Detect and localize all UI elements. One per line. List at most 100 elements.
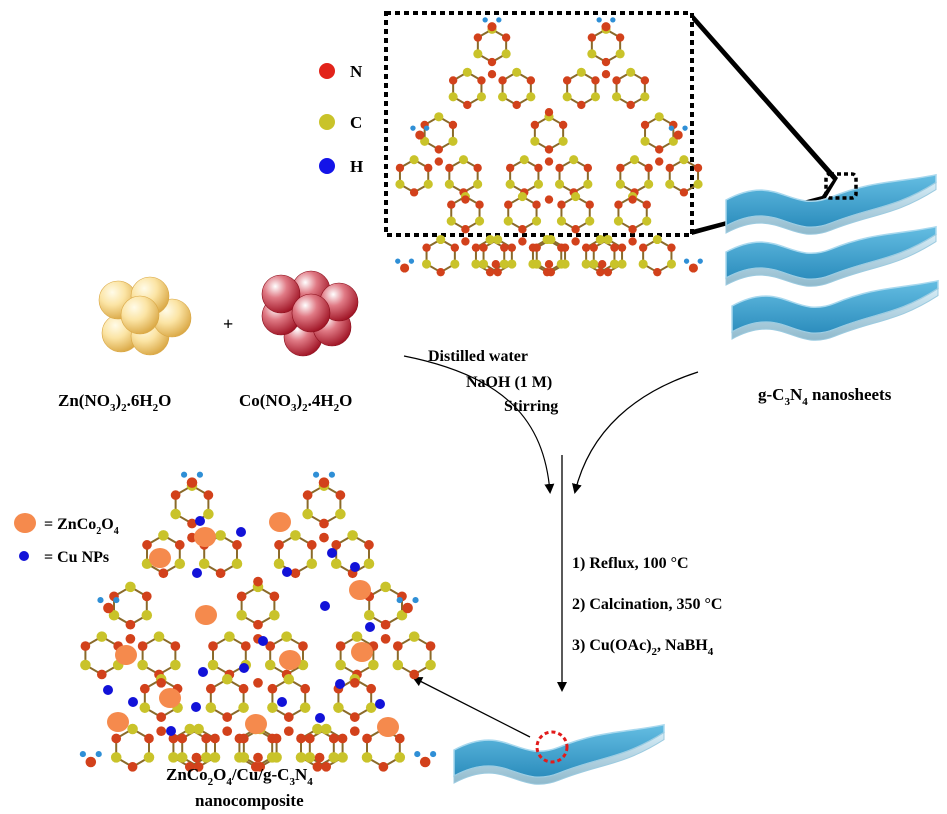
carbon-atom bbox=[558, 136, 568, 146]
condition-naoh: NaOH (1 M) bbox=[466, 374, 552, 391]
nitrogen-atom bbox=[269, 591, 280, 602]
carbon-atom bbox=[238, 702, 249, 713]
nitrogen-atom bbox=[156, 726, 167, 737]
cu-nanoparticle bbox=[198, 667, 208, 677]
nitrogen-atom bbox=[615, 33, 625, 42]
nitrogen-atom bbox=[436, 268, 445, 277]
nitrogen-atom bbox=[617, 243, 627, 252]
nitrogen-atom bbox=[626, 100, 635, 110]
nitrogen-atom bbox=[274, 540, 284, 550]
product-nanosheet bbox=[453, 723, 665, 785]
carbon-atom bbox=[184, 723, 196, 735]
terminal-nitrogen-atom bbox=[688, 263, 698, 273]
carbon-atom bbox=[221, 674, 233, 685]
carbon-atom bbox=[174, 558, 186, 570]
nitrogen-atom bbox=[532, 243, 541, 252]
nitrogen-atom bbox=[380, 619, 391, 630]
znco2o4-particle bbox=[351, 642, 373, 662]
znco2o4-particle bbox=[279, 650, 301, 670]
nitrogen-atom bbox=[395, 163, 405, 173]
znco2o4-particle bbox=[269, 512, 291, 532]
nitrogen-atom bbox=[571, 237, 580, 246]
znco2o4-particle bbox=[349, 580, 371, 600]
condition-stirring: Stirring bbox=[504, 398, 558, 415]
nitrogen-atom bbox=[534, 163, 543, 173]
carbon-atom bbox=[603, 234, 613, 245]
step-calcination: 2) Calcination, 350 °C bbox=[572, 596, 722, 613]
carbon-atom bbox=[589, 259, 599, 269]
carbon-atom bbox=[153, 631, 165, 642]
nitrogen-atom bbox=[655, 145, 664, 154]
nitrogen-atom bbox=[201, 733, 212, 744]
cu-legend-label: = Cu NPs bbox=[44, 549, 109, 566]
nitrogen-atom bbox=[302, 490, 313, 500]
carbon-atom bbox=[613, 216, 624, 226]
carbon-atom bbox=[215, 530, 226, 541]
hydrogen-atom bbox=[430, 751, 437, 758]
cu-nanoparticle bbox=[103, 685, 113, 695]
cu-nanoparticle bbox=[282, 567, 292, 577]
carbon-atom bbox=[320, 723, 332, 735]
nitrogen-atom bbox=[193, 762, 204, 772]
terminal-nitrogen-atom bbox=[186, 477, 198, 488]
nitrogen-atom bbox=[271, 733, 282, 744]
nitrogen-atom bbox=[215, 568, 226, 579]
nitrogen-atom bbox=[471, 243, 481, 252]
nitrogen-atom bbox=[253, 619, 263, 630]
terminal-nitrogen-atom bbox=[673, 130, 683, 140]
co-salt-cluster bbox=[261, 270, 359, 357]
nitrogen-atom bbox=[349, 677, 360, 688]
nitrogen-atom bbox=[111, 733, 122, 744]
cu-legend-dot bbox=[19, 551, 29, 561]
carbon-atom bbox=[436, 234, 446, 245]
nitrogen-atom bbox=[394, 733, 405, 744]
carbon-atom bbox=[569, 155, 579, 165]
zoom-wedge bbox=[692, 13, 838, 235]
carbon-atom bbox=[330, 558, 342, 570]
znco2o4-particle bbox=[149, 548, 171, 568]
nitrogen-atom bbox=[125, 633, 136, 644]
nitrogen-atom bbox=[532, 200, 541, 209]
carbon-atom bbox=[269, 609, 280, 621]
nitrogen-atom bbox=[222, 712, 233, 722]
nitrogen-atom bbox=[544, 260, 554, 269]
nitrogen-atom bbox=[364, 540, 374, 550]
hydrogen-atom bbox=[395, 258, 401, 264]
sheet-edge bbox=[725, 181, 937, 235]
nitrogen-atom bbox=[546, 268, 556, 277]
nitrogen-atom bbox=[283, 712, 294, 722]
carbon-atom bbox=[363, 609, 375, 621]
nitrogen-atom bbox=[583, 163, 593, 173]
nitrogen-atom bbox=[174, 540, 185, 550]
nitrogen-atom bbox=[461, 225, 470, 234]
nitrogen-atom bbox=[479, 243, 488, 252]
nitrogen-atom bbox=[475, 200, 484, 209]
carbon-atom bbox=[238, 752, 250, 763]
nitrogen-atom bbox=[445, 163, 454, 173]
znco2o4-particle bbox=[245, 714, 267, 734]
nitrogen-atom bbox=[425, 641, 436, 651]
nitrogen-atom bbox=[238, 733, 249, 744]
carbon-atom bbox=[423, 179, 433, 189]
nitrogen-atom bbox=[141, 591, 152, 602]
terminal-nitrogen-atom bbox=[85, 756, 97, 768]
cu-nanoparticle bbox=[191, 702, 201, 712]
carbon-atom bbox=[499, 259, 509, 269]
nitrogen-atom bbox=[544, 157, 554, 166]
carbon-atom bbox=[290, 530, 301, 541]
hydrogen-atom bbox=[95, 751, 102, 758]
carbon-atom bbox=[654, 112, 664, 122]
carbon-atom bbox=[626, 67, 636, 77]
carbon-atom bbox=[425, 659, 436, 671]
carbon-atom bbox=[127, 723, 138, 735]
g-c3n4-structure-inset bbox=[395, 17, 703, 277]
carbon-atom bbox=[448, 136, 458, 146]
carbon-atom bbox=[640, 136, 650, 146]
cu-nanoparticle bbox=[315, 713, 325, 723]
atom-legend: N C H bbox=[319, 62, 363, 176]
nitrogen-atom bbox=[587, 33, 597, 42]
hydrogen-atom bbox=[79, 751, 86, 758]
carbon-atom bbox=[615, 179, 625, 189]
nitrogen-atom bbox=[558, 120, 568, 130]
nitrogen-atom bbox=[477, 76, 486, 85]
